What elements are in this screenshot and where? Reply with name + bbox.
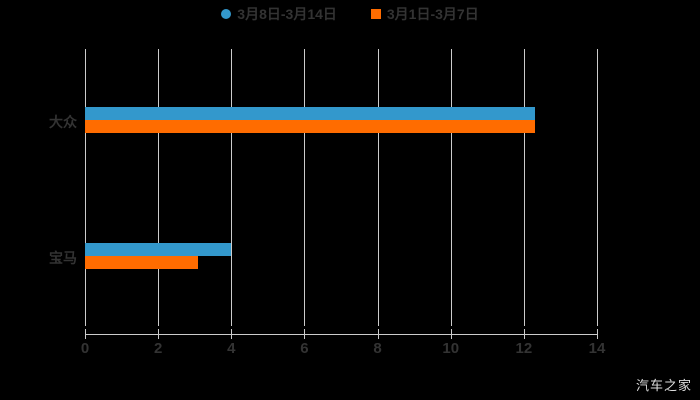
legend-label: 3月1日-3月7日 <box>386 6 479 22</box>
gridline-x-4 <box>231 49 233 326</box>
x-axis-line <box>85 334 598 335</box>
gridline-x-6 <box>304 49 306 326</box>
x-axis-tick-label: 14 <box>588 340 606 357</box>
x-axis-tick-label: 2 <box>153 340 163 357</box>
legend: 3月8日-3月14日 3月1日-3月7日 <box>0 5 700 23</box>
gridline-x-14 <box>597 49 598 326</box>
gridline-x-12 <box>523 49 525 326</box>
bar-series-1-category-1 <box>85 256 198 269</box>
x-axis-tick-label: 6 <box>300 340 309 357</box>
gridline-x-2 <box>158 49 160 326</box>
x-axis-tick-label: 4 <box>227 340 236 357</box>
gridline-x-0 <box>85 49 86 326</box>
bar-series-0-category-0 <box>85 107 535 120</box>
x-axis-tick-label: 10 <box>442 340 460 357</box>
bar-series-0-category-1 <box>85 243 231 256</box>
x-axis-tick-label: 0 <box>80 340 90 357</box>
x-axis-tick-label: 8 <box>373 340 382 357</box>
y-axis-category-label: 大众 <box>49 114 77 130</box>
gridline-x-10 <box>450 49 452 326</box>
x-axis-tick-label: 12 <box>515 340 533 357</box>
legend-circle-marker-icon <box>221 9 232 19</box>
legend-label: 3月8日-3月14日 <box>237 6 337 22</box>
y-axis-category-label: 宝马 <box>49 250 77 266</box>
legend-item-series-1[interactable]: 3月1日-3月7日 <box>370 5 479 23</box>
gridline-x-8 <box>377 49 379 326</box>
legend-item-series-0[interactable]: 3月8日-3月14日 <box>221 5 337 23</box>
watermark: 汽车之家 <box>635 378 692 393</box>
legend-square-marker-icon <box>370 9 381 19</box>
bar-series-1-category-0 <box>85 120 535 133</box>
